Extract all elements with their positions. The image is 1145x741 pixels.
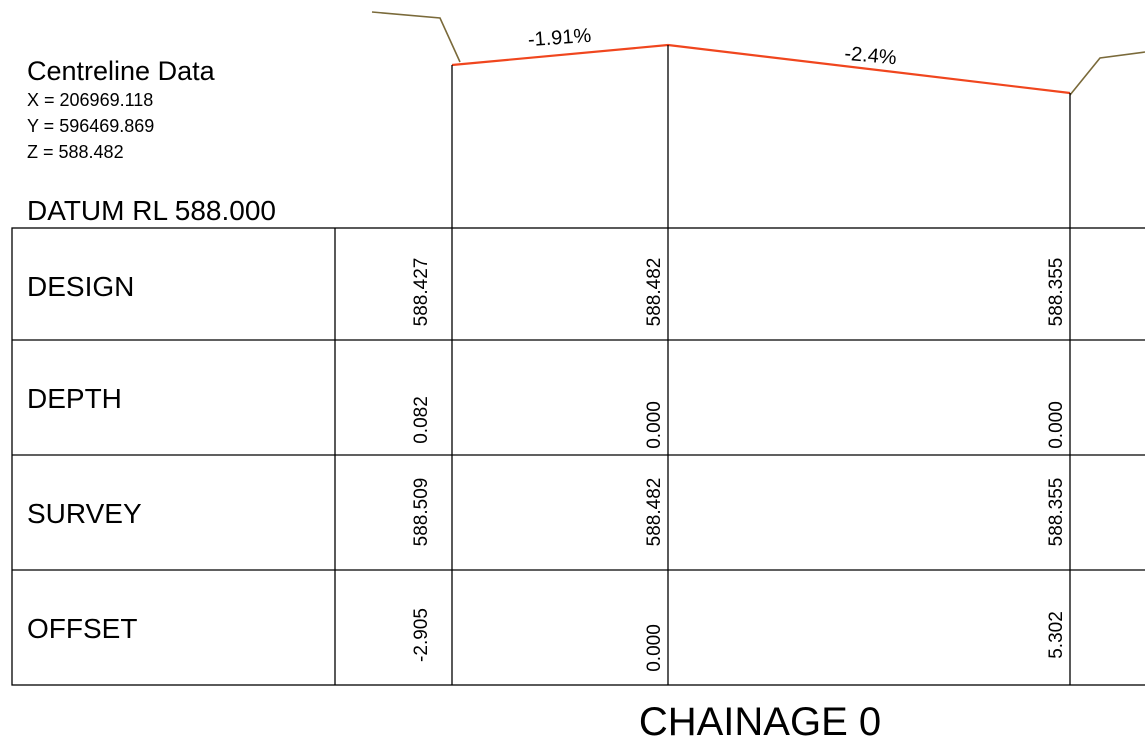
ground-line bbox=[1069, 51, 1145, 96]
centreline-title: Centreline Data bbox=[27, 56, 216, 86]
ground-line bbox=[371, 11, 461, 63]
row-value: 0.082 bbox=[411, 396, 432, 444]
datum: DATUM RL 588.000 bbox=[27, 195, 276, 226]
row-value: 0.000 bbox=[1046, 401, 1067, 449]
centreline-x: X = 206969.118 bbox=[27, 90, 153, 110]
row-value: 5.302 bbox=[1046, 611, 1067, 659]
row-value: 588.355 bbox=[1046, 478, 1067, 547]
grade-label: -2.4% bbox=[844, 43, 898, 69]
row-value: 0.000 bbox=[644, 401, 665, 449]
row-value: 588.427 bbox=[411, 258, 432, 327]
row-label: DEPTH bbox=[27, 383, 122, 414]
row-label: SURVEY bbox=[27, 498, 142, 529]
design-line bbox=[451, 43, 1071, 95]
centreline-y: Y = 596469.869 bbox=[27, 116, 154, 136]
row-label: DESIGN bbox=[27, 271, 134, 302]
table-grid bbox=[11, 227, 1145, 686]
chainage: CHAINAGE 0 bbox=[639, 700, 881, 741]
centreline-z: Z = 588.482 bbox=[27, 142, 124, 162]
row-label: OFFSET bbox=[27, 613, 137, 644]
grade-label: -1.91% bbox=[527, 25, 592, 51]
row-value: 0.000 bbox=[644, 624, 665, 672]
row-value: 588.509 bbox=[411, 478, 432, 547]
row-value: 588.482 bbox=[644, 478, 665, 547]
row-value: 588.355 bbox=[1046, 258, 1067, 327]
row-value: -2.905 bbox=[411, 608, 432, 662]
row-value: 588.482 bbox=[644, 258, 665, 327]
